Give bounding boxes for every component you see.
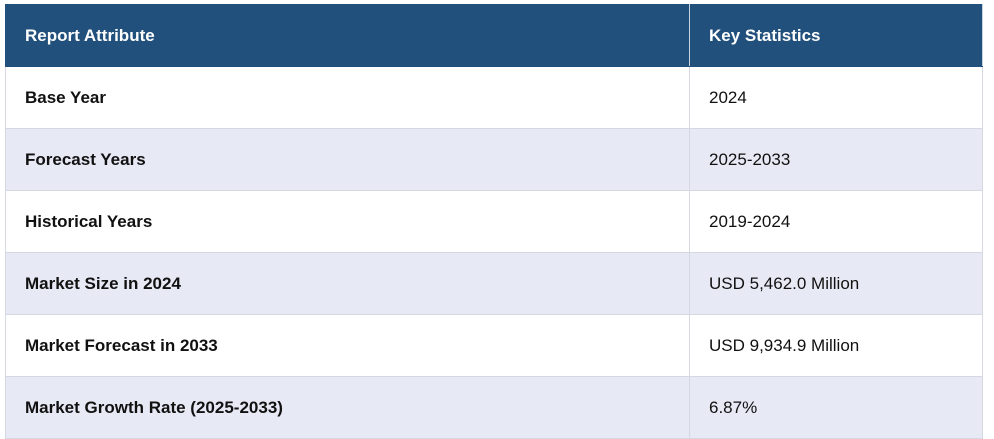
attribute-cell: Forecast Years (5, 128, 690, 191)
attribute-cell: Base Year (5, 66, 690, 129)
attribute-cell: Market Forecast in 2033 (5, 314, 690, 377)
attribute-cell: Market Growth Rate (2025-2033) (5, 376, 690, 439)
attribute-cell: Historical Years (5, 190, 690, 253)
attribute-cell: Market Size in 2024 (5, 252, 690, 315)
statistic-cell: USD 9,934.9 Million (689, 314, 983, 377)
table-row: Market Forecast in 2033 USD 9,934.9 Milli… (5, 314, 983, 377)
header-row: Report Attribute Key Statistics (5, 4, 983, 67)
statistic-cell: USD 5,462.0 Million (689, 252, 983, 315)
table-row: Forecast Years 2025-2033 (5, 128, 983, 191)
table-row: Historical Years 2019-2024 (5, 190, 983, 253)
table-body: Base Year 2024 Forecast Years 2025-2033 Hist… (5, 66, 983, 439)
table-row: Market Size in 2024 USD 5,462.0 Million (5, 252, 983, 315)
statistic-cell: 2024 (689, 66, 983, 129)
table-header: Report Attribute Key Statistics (5, 4, 983, 67)
table-row: Market Growth Rate (2025-2033) 6.87% (5, 376, 983, 439)
statistic-cell: 6.87% (689, 376, 983, 439)
statistic-cell: 2019-2024 (689, 190, 983, 253)
table-row: Base Year 2024 (5, 66, 983, 129)
header-cell: Key Statistics (689, 4, 983, 67)
report-table: Report Attribute Key Statistics Base Yea… (5, 4, 983, 439)
statistic-cell: 2025-2033 (689, 128, 983, 191)
header-cell: Report Attribute (5, 4, 690, 67)
